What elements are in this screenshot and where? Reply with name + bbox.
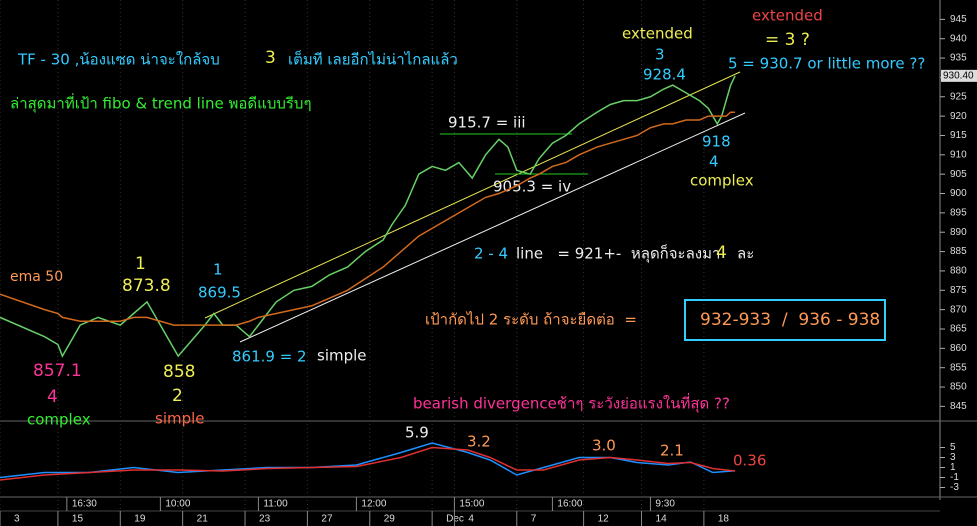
annotation: extended (622, 25, 693, 43)
y-tick-label: 875 (950, 285, 967, 296)
y-tick-label: -3 (950, 482, 959, 493)
y-tick-label: 855 (950, 362, 967, 373)
y-tick-label: 895 (950, 208, 967, 219)
x-tick-label: 18 (718, 514, 730, 525)
time-tick-label: 9:30 (655, 499, 675, 510)
annotation: complex (690, 172, 754, 190)
annotation: 2 - 4 (474, 245, 508, 263)
y-tick-label: 1 (950, 462, 956, 473)
annotation: 4 (47, 387, 58, 407)
y-tick-label: 900 (950, 188, 967, 199)
annotation: bearish divergenceช้าๆ ระวังย่อแรงในที่ส… (413, 393, 730, 414)
annotation: 905.3 = iv (493, 178, 571, 196)
time-tick-label: 16:00 (557, 499, 582, 510)
y-tick-label: 890 (950, 227, 967, 238)
x-tick-label: 14 (656, 514, 668, 525)
last-price-label: 930.40 (943, 70, 974, 81)
y-tick-label: -1 (950, 472, 959, 483)
time-tick-label: 11:00 (263, 499, 288, 510)
annotations: TF - 30 ,น้องแซด น่าจะใกล้จบ 3 เต็มที เล… (10, 7, 925, 470)
series-line (0, 442, 736, 479)
annotation: simple (155, 410, 205, 428)
series-line (0, 111, 736, 326)
annotation: = 3 ? (765, 30, 810, 50)
annotation: 1 (135, 254, 146, 274)
x-tick-label: 21 (197, 514, 209, 525)
annotation: 918 (702, 133, 731, 151)
annotation: 4 (716, 243, 727, 263)
trend-lines (204, 71, 746, 343)
annotation: 873.8 (122, 276, 171, 296)
lower-trend-line (239, 112, 746, 343)
time-tick-label: 12:00 (361, 499, 386, 510)
y-tick-label: 845 (950, 401, 967, 412)
axis-strip (940, 0, 977, 526)
annotation: 1 (213, 261, 223, 279)
annotation: ละ (737, 245, 754, 263)
upper-trend-line (204, 71, 741, 319)
y-tick-label: 940 (950, 33, 967, 44)
y-tick-label: 865 (950, 324, 967, 335)
y-tick-label: 880 (950, 266, 967, 277)
annotation: 5.9 (405, 424, 429, 442)
y-tick-label: 925 (950, 91, 967, 102)
y-tick-label: 850 (950, 382, 967, 393)
y-tick-label: 915 (950, 130, 967, 141)
annotation: 3 (655, 46, 665, 64)
annotation: simple (317, 347, 367, 365)
last-price-box (941, 69, 977, 82)
headline: 3 (265, 48, 276, 68)
annotation: เป้ากัดไป 2 ระดับ ถ้าจะยืดต่อ = (425, 311, 637, 329)
target-box (684, 299, 886, 341)
annotation: 861.9 = 2 (232, 348, 307, 366)
x-tick-label: 7 (531, 514, 537, 525)
x-tick-label: 29 (384, 514, 396, 525)
annotation: 3.2 (467, 433, 491, 451)
annotation: 5 = 930.7 or little more ?? (728, 55, 925, 73)
annotation: 2.1 (660, 442, 684, 460)
annotation: 0.36 (733, 452, 766, 470)
y-tick-label: 5 (950, 442, 956, 453)
x-tick-label: 19 (134, 514, 146, 525)
y-tick-label: 920 (950, 111, 967, 122)
y-tick-label: 885 (950, 246, 967, 257)
y-tick-label: 935 (950, 53, 967, 64)
annotation: extended (752, 7, 823, 25)
y-tick-label: 860 (950, 343, 967, 354)
annotation: 858 (163, 362, 195, 382)
x-tick-label: 23 (259, 514, 271, 525)
annotation: line = 921+- หลุดก็จะลงมา (516, 244, 720, 264)
x-tick-label: 4 (468, 514, 474, 525)
x-tick-label: 15 (72, 514, 84, 525)
annotation: 869.5 (198, 284, 241, 302)
annotation: 3.0 (592, 437, 616, 455)
y-tick-label: 945 (950, 14, 967, 25)
annotation: complex (27, 411, 91, 429)
series-line (0, 446, 736, 481)
ema-label: ema 50 (10, 269, 63, 285)
y-tick-label: 910 (950, 149, 967, 160)
annotation: 857.1 (33, 361, 82, 381)
time-tick-label: 15:00 (459, 499, 484, 510)
annotation: 4 (709, 153, 719, 171)
x-tick-label: 27 (321, 514, 333, 525)
annotation: 928.4 (643, 66, 686, 84)
y-tick-label: 3 (950, 452, 956, 463)
headline: TF - 30 ,น้องแซด น่าจะใกล้จบ (17, 51, 220, 69)
annotation: 932-933 / 936 - 938 (700, 310, 880, 330)
time-tick-label: 16:30 (72, 499, 97, 510)
annotation: 2 (172, 386, 183, 406)
annotation: 915.7 = iii (448, 114, 526, 132)
series-line (0, 75, 736, 358)
time-tick-label: 10:00 (165, 499, 190, 510)
subline: ล่าสุดมาที่เป้า fibo & trend line พอดีแบ… (10, 93, 312, 114)
x-tick-label: 12 (598, 514, 610, 525)
x-tick-label: Dec (446, 514, 464, 525)
x-tick-label: 3 (14, 514, 20, 525)
y-tick-label: 905 (950, 169, 967, 180)
headline: เต็มที เลยอีกไม่น่าไกลแล้ว (288, 50, 458, 69)
y-tick-label: 870 (950, 304, 967, 315)
